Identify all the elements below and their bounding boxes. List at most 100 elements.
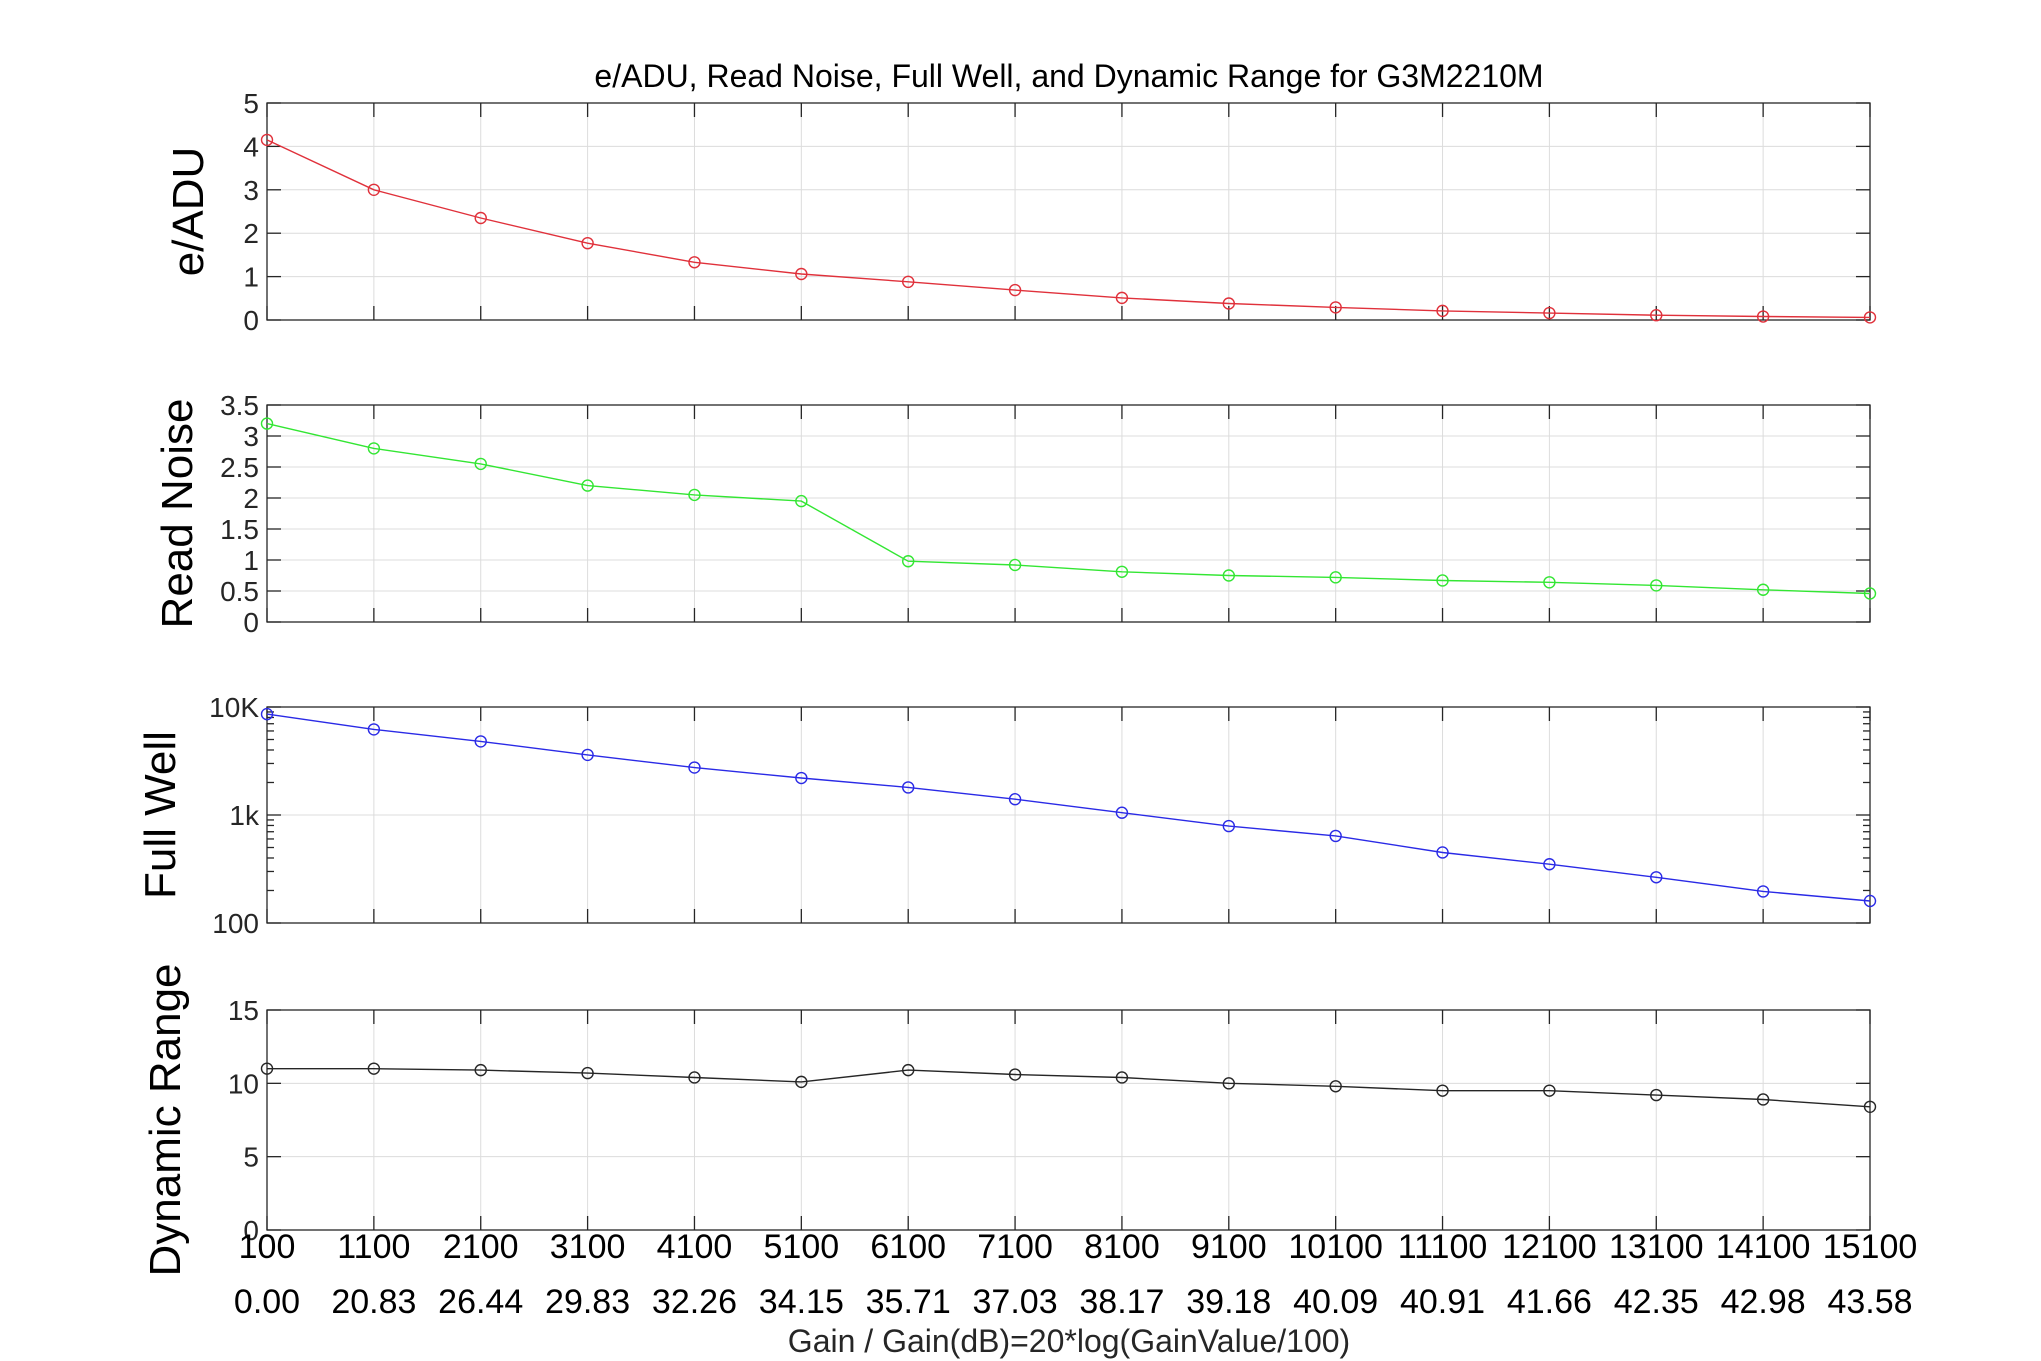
data-point bbox=[902, 1063, 915, 1077]
data-point bbox=[1543, 306, 1556, 320]
x-tick-label: 2100 bbox=[443, 1228, 519, 1266]
y-tick-label: 5 bbox=[243, 88, 259, 119]
y-axis-label: Read Noise bbox=[153, 399, 202, 629]
data-point bbox=[902, 275, 915, 289]
data-point bbox=[795, 1075, 808, 1089]
data-point bbox=[1756, 885, 1770, 898]
subplot-4: 0 5 10 15 Dynamic Range bbox=[141, 963, 1877, 1277]
x-tick-label-db: 32.26 bbox=[652, 1283, 737, 1321]
y-axis-label: e/ADU bbox=[164, 147, 213, 277]
y-tick-label: 3.5 bbox=[220, 390, 259, 421]
y-tick-label: 10K bbox=[209, 692, 259, 723]
subplot-2: 00.511.522.533.5 Read Noise bbox=[153, 390, 1877, 638]
x-tick-label-db: 29.83 bbox=[545, 1283, 630, 1321]
x-tick-label: 6100 bbox=[870, 1228, 946, 1266]
series-line bbox=[267, 1067, 1871, 1108]
series-line bbox=[266, 713, 1871, 902]
series-line bbox=[266, 139, 1871, 319]
data-point bbox=[1222, 1077, 1236, 1090]
data-point bbox=[1115, 806, 1129, 819]
data-point bbox=[367, 1062, 381, 1075]
data-point bbox=[1222, 297, 1236, 310]
data-point bbox=[1756, 310, 1770, 323]
data-point bbox=[1650, 309, 1663, 322]
data-point bbox=[1436, 574, 1449, 587]
data-point bbox=[902, 781, 915, 794]
data-point bbox=[1329, 571, 1342, 584]
x-tick-label-db: 41.66 bbox=[1507, 1283, 1592, 1321]
data-point bbox=[1863, 587, 1877, 600]
data-point bbox=[1863, 1100, 1877, 1114]
data-point bbox=[688, 761, 701, 774]
data-point bbox=[581, 236, 594, 250]
x-tick-label-db: 39.18 bbox=[1186, 1283, 1271, 1321]
data-point bbox=[1650, 1088, 1663, 1102]
data-point bbox=[474, 457, 487, 471]
x-tick-labels: 100 0.00 1100 20.83 2100 26.44 3100 29.83 4100 32… bbox=[234, 1228, 1917, 1321]
y-tick-label: 3 bbox=[243, 421, 259, 452]
y-tick-label: 4 bbox=[243, 131, 259, 162]
x-tick-label: 1100 bbox=[337, 1228, 410, 1266]
x-tick-label-db: 42.35 bbox=[1614, 1283, 1699, 1321]
data-point bbox=[795, 267, 808, 281]
data-point bbox=[581, 479, 594, 492]
data-point bbox=[1115, 291, 1129, 305]
y-axis-label: Dynamic Range bbox=[141, 963, 190, 1276]
data-point bbox=[795, 494, 808, 508]
chart-title: e/ADU, Read Noise, Full Well, and Dynami… bbox=[594, 58, 1543, 94]
data-point bbox=[688, 488, 701, 502]
x-tick-label-db: 20.83 bbox=[331, 1283, 416, 1321]
y-tick-label: 1 bbox=[243, 262, 259, 293]
data-point bbox=[1436, 846, 1449, 859]
x-tick-label-db: 35.71 bbox=[866, 1283, 951, 1321]
data-point bbox=[1222, 569, 1236, 582]
x-tick-label: 100 bbox=[239, 1228, 296, 1266]
subplot-3: 100 1k 10K Full Well bbox=[136, 692, 1877, 939]
data-point bbox=[1650, 871, 1663, 884]
data-point bbox=[474, 211, 487, 225]
x-tick-label: 10100 bbox=[1288, 1228, 1383, 1266]
x-tick-label: 8100 bbox=[1084, 1228, 1160, 1266]
data-point bbox=[1436, 1084, 1449, 1097]
x-tick-label: 7100 bbox=[977, 1228, 1053, 1266]
subplot-1: 0 1 2 3 4 5 e/ADU bbox=[164, 88, 1877, 336]
y-tick-label: 2.5 bbox=[220, 452, 259, 483]
axes-frame bbox=[266, 1009, 1871, 1231]
x-tick-label: 13100 bbox=[1609, 1228, 1704, 1266]
data-point bbox=[260, 133, 274, 147]
y-tick-label: 2 bbox=[243, 483, 259, 514]
y-tick-label: 1k bbox=[229, 800, 260, 831]
data-point bbox=[1863, 311, 1877, 324]
data-point bbox=[1863, 894, 1877, 908]
y-tick-label: 3 bbox=[243, 175, 259, 206]
x-tick-label: 14100 bbox=[1716, 1228, 1811, 1266]
data-point bbox=[1543, 1084, 1556, 1097]
data-point bbox=[581, 748, 594, 762]
data-point bbox=[1008, 1068, 1022, 1081]
y-tick-label: 15 bbox=[228, 995, 259, 1026]
data-point bbox=[260, 707, 274, 721]
data-point bbox=[1329, 1080, 1342, 1093]
data-point bbox=[367, 183, 381, 197]
y-tick-label: 0 bbox=[243, 305, 259, 336]
data-point bbox=[902, 555, 915, 568]
data-point bbox=[1756, 1093, 1770, 1106]
data-point bbox=[688, 1071, 701, 1084]
x-axis-label: Gain / Gain(dB)=20*log(GainValue/100) bbox=[788, 1323, 1350, 1359]
x-tick-label: 15100 bbox=[1823, 1228, 1918, 1266]
y-tick-label: 0 bbox=[243, 607, 259, 638]
series-line bbox=[266, 422, 1871, 595]
y-tick-label: 5 bbox=[243, 1142, 259, 1173]
x-tick-label: 3100 bbox=[550, 1228, 626, 1266]
x-tick-label: 5100 bbox=[764, 1228, 840, 1266]
x-tick-label-db: 37.03 bbox=[973, 1283, 1058, 1321]
x-tick-label-db: 40.09 bbox=[1293, 1283, 1378, 1321]
data-point bbox=[1543, 858, 1556, 871]
data-point bbox=[1008, 558, 1022, 572]
x-tick-label-db: 38.17 bbox=[1079, 1283, 1164, 1321]
y-tick-label: 1.5 bbox=[220, 514, 259, 545]
data-point bbox=[1329, 829, 1342, 843]
x-tick-label: 12100 bbox=[1502, 1228, 1597, 1266]
